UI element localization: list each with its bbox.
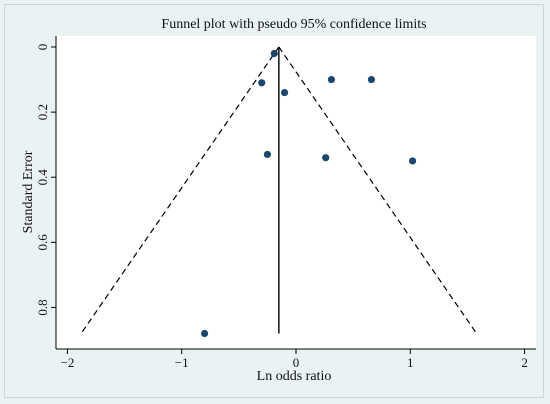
x-tick-label: 2 <box>521 355 528 370</box>
data-point <box>408 157 417 165</box>
data-point <box>327 75 336 84</box>
x-axis-title: Ln odds ratio <box>257 369 332 384</box>
y-tick-label: 0.6 <box>35 234 50 251</box>
data-point <box>258 79 266 87</box>
lower-confidence-limit <box>80 46 280 334</box>
y-tick-label: 0.2 <box>35 104 50 120</box>
x-tick-label: 1 <box>407 355 414 370</box>
data-point <box>263 150 272 159</box>
study-points <box>200 49 417 338</box>
y-axis-title: Standard Error <box>21 150 36 233</box>
chart-title: Funnel plot with pseudo 95% confidence l… <box>161 17 426 32</box>
x-tick-label: −1 <box>175 355 189 370</box>
axes: −2 −1 0 1 2 0 0.2 0.4 0.6 0.8 <box>35 36 536 370</box>
data-point <box>200 329 209 338</box>
y-tick-label: 0 <box>35 44 50 51</box>
y-tick-label: 0.4 <box>35 169 50 186</box>
data-point <box>367 75 376 84</box>
y-tick-label: 0.8 <box>35 299 50 315</box>
confidence-funnel <box>80 46 478 334</box>
data-point <box>322 154 330 162</box>
data-point <box>280 88 289 97</box>
data-point <box>270 49 278 58</box>
x-tick-label: −2 <box>61 355 75 370</box>
x-tick-label: 0 <box>293 355 300 370</box>
plot-area <box>56 36 536 349</box>
upper-confidence-limit <box>278 46 478 334</box>
